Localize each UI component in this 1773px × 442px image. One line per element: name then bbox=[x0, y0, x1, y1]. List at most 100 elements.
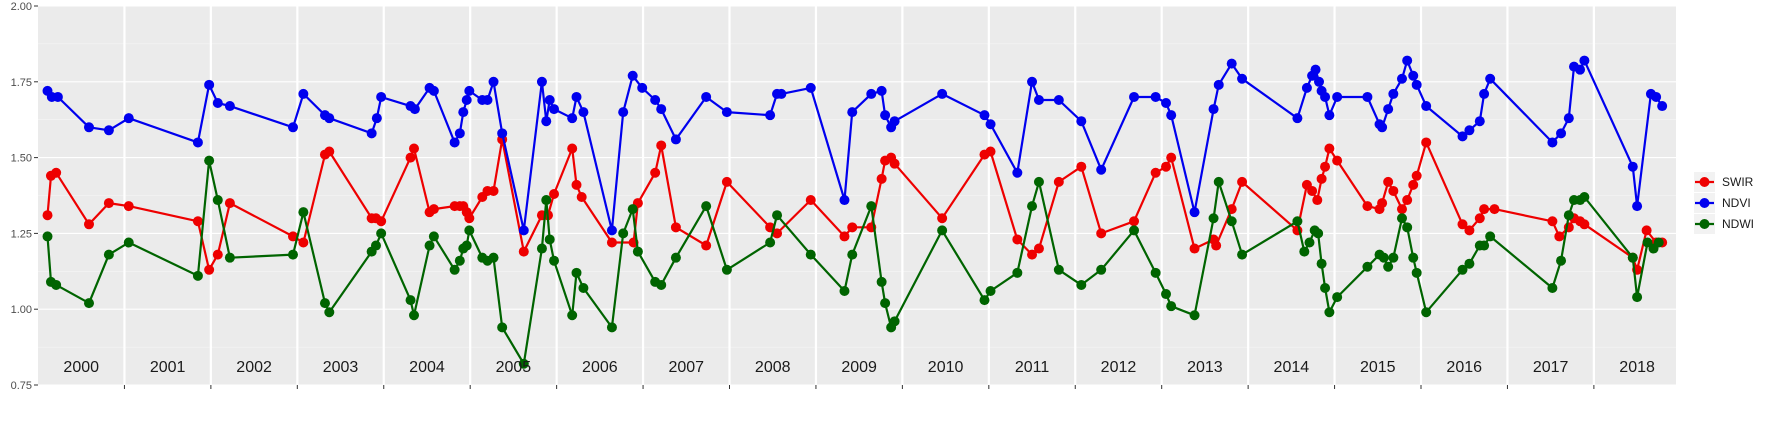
data-point bbox=[1129, 216, 1140, 227]
data-point bbox=[1579, 219, 1590, 230]
data-point bbox=[1362, 261, 1373, 272]
series-line-ndwi bbox=[46, 159, 1660, 365]
data-point bbox=[1033, 176, 1044, 187]
data-point bbox=[1053, 264, 1064, 275]
data-point bbox=[701, 91, 712, 102]
data-point bbox=[670, 134, 681, 145]
data-point bbox=[1096, 264, 1107, 275]
year-label: 2002 bbox=[236, 359, 272, 376]
data-point bbox=[1362, 91, 1373, 102]
data-point bbox=[51, 167, 62, 178]
year-label: 2015 bbox=[1360, 359, 1396, 376]
data-point bbox=[1304, 237, 1315, 248]
data-point bbox=[544, 94, 555, 105]
data-point bbox=[428, 231, 439, 242]
year-label: 2005 bbox=[496, 359, 532, 376]
data-point bbox=[985, 119, 996, 130]
data-point bbox=[1653, 237, 1664, 248]
data-point bbox=[1161, 289, 1172, 300]
data-point bbox=[1129, 91, 1140, 102]
data-point bbox=[571, 91, 582, 102]
data-point bbox=[1457, 219, 1468, 230]
year-label: 2008 bbox=[755, 359, 791, 376]
data-point bbox=[42, 210, 53, 221]
data-point bbox=[1421, 137, 1432, 148]
data-point bbox=[1166, 152, 1177, 163]
data-point bbox=[541, 116, 552, 127]
data-point bbox=[518, 225, 529, 236]
data-point bbox=[805, 249, 816, 260]
data-point bbox=[123, 237, 134, 248]
data-point bbox=[1312, 195, 1323, 206]
data-point bbox=[1314, 76, 1325, 87]
data-point bbox=[1474, 213, 1485, 224]
data-point bbox=[298, 88, 309, 99]
data-point bbox=[1012, 234, 1023, 245]
data-point bbox=[497, 322, 508, 333]
data-point bbox=[765, 110, 776, 121]
data-point bbox=[1556, 255, 1567, 266]
data-point bbox=[464, 225, 475, 236]
data-point bbox=[1027, 201, 1038, 212]
data-point bbox=[461, 94, 472, 105]
data-point bbox=[1237, 73, 1248, 84]
data-point bbox=[1408, 70, 1419, 81]
data-point bbox=[1161, 98, 1172, 109]
data-point bbox=[1479, 204, 1490, 215]
data-point bbox=[458, 107, 469, 118]
data-point bbox=[298, 207, 309, 218]
data-point bbox=[650, 167, 661, 178]
data-point bbox=[1208, 213, 1219, 224]
data-point bbox=[1383, 261, 1394, 272]
data-point bbox=[287, 122, 298, 133]
data-point bbox=[1554, 231, 1565, 242]
data-point bbox=[1575, 64, 1586, 75]
data-point bbox=[889, 316, 900, 327]
data-point bbox=[287, 249, 298, 260]
data-point bbox=[1189, 243, 1200, 254]
data-point bbox=[1474, 116, 1485, 127]
data-point bbox=[567, 310, 578, 321]
data-point bbox=[866, 201, 877, 212]
data-point bbox=[876, 85, 887, 96]
data-point bbox=[1402, 195, 1413, 206]
data-point bbox=[880, 110, 891, 121]
data-point bbox=[1226, 58, 1237, 69]
data-point bbox=[1457, 131, 1468, 142]
data-point bbox=[889, 158, 900, 169]
data-point bbox=[701, 201, 712, 212]
data-point bbox=[979, 110, 990, 121]
data-point bbox=[772, 228, 783, 239]
data-point bbox=[1547, 137, 1558, 148]
data-point bbox=[1301, 82, 1312, 93]
data-point bbox=[454, 128, 465, 139]
data-point bbox=[405, 295, 416, 306]
data-point bbox=[571, 267, 582, 278]
data-point bbox=[1313, 228, 1324, 239]
data-point bbox=[1213, 176, 1224, 187]
data-point bbox=[1632, 292, 1643, 303]
data-point bbox=[103, 249, 114, 260]
data-point bbox=[1388, 185, 1399, 196]
data-point bbox=[324, 113, 335, 124]
data-point bbox=[571, 179, 582, 190]
data-point bbox=[839, 286, 850, 297]
data-point bbox=[549, 255, 560, 266]
data-point bbox=[376, 91, 387, 102]
data-point bbox=[544, 234, 555, 245]
data-point bbox=[1012, 267, 1023, 278]
data-point bbox=[618, 228, 629, 239]
year-label: 2004 bbox=[409, 359, 445, 376]
data-point bbox=[1547, 216, 1558, 227]
data-point bbox=[567, 143, 578, 154]
data-point bbox=[424, 240, 435, 251]
data-point bbox=[656, 104, 667, 115]
data-point bbox=[449, 137, 460, 148]
data-point bbox=[1332, 292, 1343, 303]
data-point bbox=[637, 82, 648, 93]
data-point bbox=[1556, 128, 1567, 139]
y-tick-label: 2.00 bbox=[11, 1, 32, 13]
data-point bbox=[1027, 76, 1038, 87]
data-point bbox=[1213, 79, 1224, 90]
y-tick-label: 1.75 bbox=[11, 77, 32, 89]
